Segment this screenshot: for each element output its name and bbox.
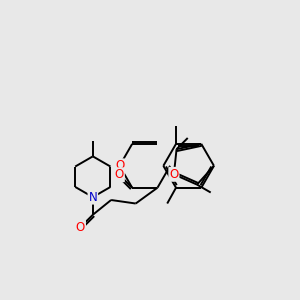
Text: N: N [88,190,97,204]
Text: O: O [76,221,85,234]
Text: O: O [115,168,124,181]
Text: O: O [169,168,178,181]
Text: O: O [115,159,124,172]
